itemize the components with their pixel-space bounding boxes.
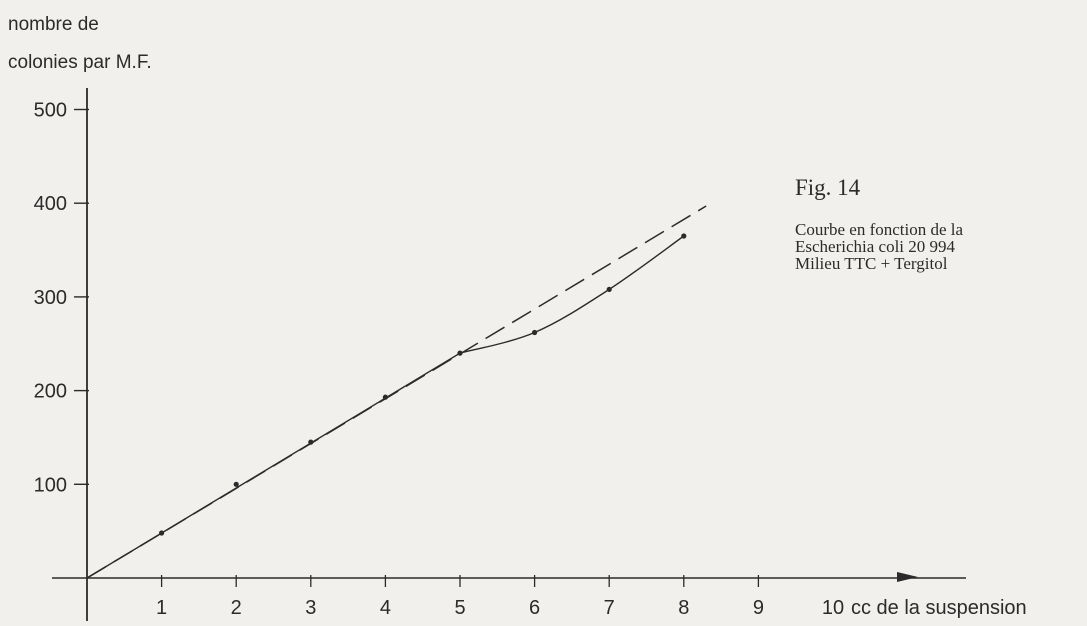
figure-caption-line-2: Escherichia coli 20 994 bbox=[795, 237, 956, 256]
x-tick-label: 8 bbox=[678, 597, 689, 619]
x-axis-arrowhead bbox=[897, 572, 918, 582]
data-point bbox=[308, 439, 314, 445]
x-tick-label: 6 bbox=[529, 597, 540, 619]
series-layer bbox=[86, 205, 707, 579]
y-axis-label-line-1: nombre de bbox=[8, 14, 99, 35]
data-point bbox=[159, 530, 165, 536]
x-axis-label: cc de la suspension bbox=[851, 597, 1027, 619]
x-tick-label: 2 bbox=[231, 597, 242, 619]
data-point bbox=[681, 233, 687, 239]
x-tick-label: 3 bbox=[305, 597, 316, 619]
data-point bbox=[457, 350, 463, 356]
figure-caption-line-3: Milieu TTC + Tergitol bbox=[795, 254, 948, 273]
y-tick-label: 400 bbox=[34, 193, 67, 215]
data-point bbox=[606, 286, 612, 293]
x-tick-label: 10 bbox=[822, 597, 844, 619]
y-tick-label: 200 bbox=[34, 381, 67, 403]
data-point bbox=[532, 329, 538, 336]
measured-curve bbox=[86, 235, 685, 579]
x-tick-label: 1 bbox=[156, 597, 167, 619]
data-point bbox=[382, 394, 388, 400]
axes bbox=[52, 88, 966, 621]
y-tick-label: 300 bbox=[34, 287, 67, 309]
data-point bbox=[233, 481, 239, 487]
x-tick-label: 4 bbox=[380, 597, 391, 619]
figure-caption-line-1: Courbe en fonction de la bbox=[795, 220, 964, 239]
y-tick-label: 100 bbox=[34, 474, 67, 496]
x-tick-label: 7 bbox=[604, 597, 615, 619]
figure-caption-title: Fig. 14 bbox=[795, 175, 861, 200]
x-tick-label: 9 bbox=[753, 597, 764, 619]
tick-labels: 100 200 300 400 500 1 2 3 4 5 6 7 8 9 10 cc de la suspe… bbox=[34, 100, 1027, 620]
y-axis-label-line-2: colonies par M.F. bbox=[8, 52, 152, 73]
x-tick-label: 5 bbox=[454, 597, 465, 619]
y-tick-label: 500 bbox=[34, 100, 67, 122]
